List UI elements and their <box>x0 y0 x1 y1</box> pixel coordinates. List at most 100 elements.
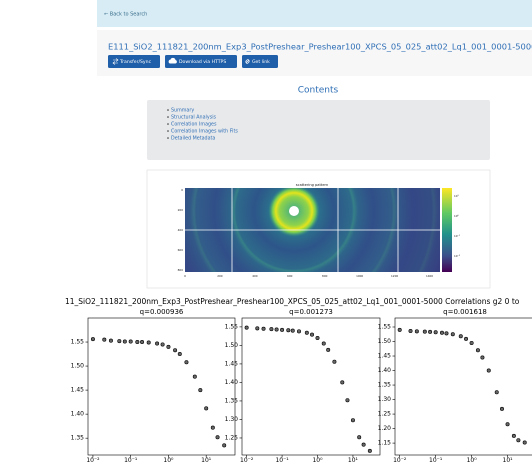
data-point <box>211 426 214 429</box>
data-point <box>464 337 467 340</box>
y-tick-label: 1.15 <box>378 440 392 447</box>
bullet <box>167 123 169 125</box>
data-point <box>185 361 188 364</box>
image-x-tick: 200 <box>217 274 223 278</box>
x-tick-label: 10¹ <box>503 457 514 462</box>
contents-item[interactable]: Summary <box>171 108 194 114</box>
image-x-tick: 400 <box>252 274 258 278</box>
data-point <box>434 331 437 334</box>
screen: ← Back to Search E111_SiO2_111821_200nm_… <box>0 0 532 462</box>
colorbar <box>442 188 452 272</box>
image-x-tick: 600 <box>287 274 293 278</box>
data-point <box>333 360 336 363</box>
bullet <box>167 130 169 132</box>
page: ← Back to Search E111_SiO2_111821_200nm_… <box>0 0 532 462</box>
y-tick-label: 1.35 <box>378 382 392 389</box>
data-point <box>415 330 418 333</box>
data-point <box>275 328 278 331</box>
subplot: q=0.000936 1.35 1.40 1.45 1.50 1.55 10⁻² 10⁻¹ 10… <box>71 308 235 462</box>
figure-title: 11_SiO2_111821_200nm_Exp3_PostPreshear_P… <box>65 297 520 306</box>
button-label: Transfer/Sync <box>119 59 152 65</box>
image-y-tick: 200 <box>178 208 184 212</box>
plots: q=0.000936 1.35 1.40 1.45 1.50 1.55 10⁻² 10⁻¹ 10… <box>71 308 532 462</box>
image-y-tick: 800 <box>178 268 184 272</box>
data-point <box>173 349 176 352</box>
y-tick-label: 1.40 <box>225 379 239 386</box>
data-point <box>91 337 94 340</box>
contents-item[interactable]: Correlation Images <box>171 122 217 128</box>
x-tick-label: 10¹ <box>201 457 212 462</box>
back-link[interactable]: ← Back to Search <box>104 12 147 18</box>
x-tick-label: 10⁻² <box>86 457 100 462</box>
data-point <box>140 340 143 343</box>
y-tick-label: 1.25 <box>225 434 239 441</box>
dataset-title: E111_SiO2_111821_200nm_Exp3_PostPreshear… <box>108 42 532 52</box>
data-point <box>178 352 181 355</box>
data-point <box>280 328 283 331</box>
data-point <box>506 423 509 426</box>
x-tick-label: 10⁻¹ <box>275 457 289 462</box>
data-point <box>129 340 132 343</box>
data-point <box>495 391 498 394</box>
data-point <box>517 438 520 441</box>
data-point <box>368 449 371 452</box>
data-point <box>256 327 259 330</box>
image-y-tick: 0 <box>181 188 183 192</box>
data-point <box>204 407 207 410</box>
image-x-tick: 1000 <box>356 274 363 278</box>
y-tick-label: 1.25 <box>378 411 392 418</box>
x-tick-label: 10⁻¹ <box>124 457 138 462</box>
data-point <box>216 436 219 439</box>
data-point <box>326 348 329 351</box>
contents-item[interactable]: Detailed Metadata <box>171 136 215 142</box>
data-point <box>310 333 313 336</box>
x-tick-label: 10⁻¹ <box>429 457 443 462</box>
data-point <box>440 331 443 334</box>
data-point <box>451 333 454 336</box>
image-x-tick: 1400 <box>426 274 433 278</box>
y-tick-label: 1.30 <box>378 396 392 403</box>
data-point <box>512 434 515 437</box>
data-point <box>351 418 354 421</box>
data-point <box>147 341 150 344</box>
plot-frame <box>395 318 532 455</box>
data-point <box>316 336 319 339</box>
data-point <box>297 330 300 333</box>
data-point <box>305 331 308 334</box>
x-tick-label: 10⁰ <box>312 457 323 462</box>
y-tick-label: 1.35 <box>225 397 239 404</box>
contents-item[interactable]: Correlation Images with Fits <box>171 129 238 135</box>
y-tick-label: 1.45 <box>225 360 239 367</box>
data-point <box>428 330 431 333</box>
data-point <box>459 335 462 338</box>
y-tick-label: 1.20 <box>378 425 392 432</box>
image-y-tick: 400 <box>178 228 184 232</box>
y-tick-label: 1.55 <box>71 339 85 346</box>
y-tick-label: 1.55 <box>378 323 392 330</box>
y-tick-label: 1.45 <box>71 387 85 394</box>
contents-heading: Contents <box>298 86 339 96</box>
bullet <box>167 116 169 118</box>
y-tick-label: 1.50 <box>71 363 85 370</box>
data-point <box>409 329 412 332</box>
y-tick-label: 1.35 <box>71 435 85 442</box>
subplot-title: q=0.001273 <box>289 308 333 316</box>
contents-item[interactable]: Structural Analysis <box>171 115 217 121</box>
subplot-title: q=0.000936 <box>140 308 184 316</box>
y-tick-label: 1.40 <box>71 411 85 418</box>
image-x-tick: 800 <box>322 274 328 278</box>
data-point <box>423 330 426 333</box>
nav-bar <box>97 0 532 27</box>
button-label: Get link <box>252 59 270 65</box>
bullet <box>167 137 169 139</box>
data-point <box>470 341 473 344</box>
data-point <box>398 328 401 331</box>
x-tick-label: 10⁰ <box>163 457 174 462</box>
scattering-image <box>185 185 440 272</box>
data-point <box>346 399 349 402</box>
data-point <box>167 345 170 348</box>
x-tick-label: 10⁰ <box>467 457 478 462</box>
subplot: q=0.0012731.251.301.351.401.451.501.5510… <box>225 308 380 462</box>
x-tick-label: 10⁻² <box>240 457 254 462</box>
y-tick-label: 1.40 <box>378 367 392 374</box>
